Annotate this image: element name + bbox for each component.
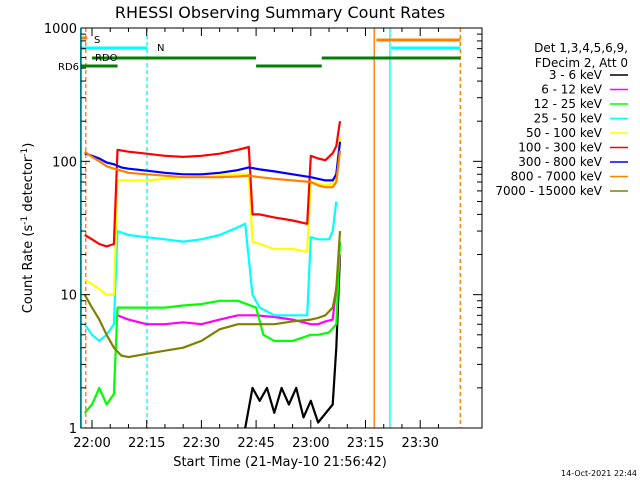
y-tick-label: 1 (69, 422, 77, 437)
legend-label: 7000 - 15000 keV (495, 184, 602, 198)
y-tick-label: 1000 (44, 22, 77, 37)
plot-frame (80, 27, 483, 429)
flag-label-rdo: RDO (95, 53, 118, 64)
legend-label: 800 - 7000 keV (511, 170, 603, 184)
instrument-state-lines (79, 28, 462, 428)
legend-label: 100 - 300 keV (518, 141, 602, 155)
series-line-4 (83, 201, 338, 342)
y-tick-label: 100 (52, 155, 77, 170)
legend-label: 25 - 50 keV (534, 112, 603, 126)
timestamp: 14-Oct-2021 22:44 (561, 469, 637, 478)
legend-header: FDecim 2, Att 0 (535, 56, 628, 70)
series-line-9 (83, 231, 342, 359)
instrument-state-flags: S N RDO RD6 (58, 35, 461, 73)
legend-label: 6 - 12 keV (541, 83, 603, 97)
x-tick-label: 23:00 (292, 436, 329, 451)
x-tick-label: 22:30 (183, 436, 220, 451)
chart-title: RHESSI Observing Summary Count Rates (115, 3, 445, 22)
series-line-8 (84, 150, 342, 189)
x-axis: 22:00 22:15 22:30 22:45 23:00 23:15 23:30 (73, 28, 439, 451)
series-layer (83, 121, 342, 429)
legend-header: Det 1,3,4,5,6,9, (534, 41, 628, 55)
legend-label: 3 - 6 keV (549, 68, 603, 82)
y-tick-label: 10 (60, 289, 77, 304)
flag-label-rd6: RD6 (58, 62, 79, 73)
x-tick-label: 23:15 (347, 436, 384, 451)
series-line-7 (84, 141, 342, 182)
series-line-1 (244, 254, 342, 429)
x-tick-label: 23:30 (401, 436, 438, 451)
legend-label: 50 - 100 keV (526, 126, 603, 140)
flag-label-s: S (94, 35, 100, 46)
legend-label: 12 - 25 keV (534, 97, 603, 111)
x-tick-label: 22:45 (237, 436, 274, 451)
x-tick-label: 22:15 (128, 436, 165, 451)
flag-label-n: N (157, 43, 164, 54)
legend-label: 300 - 800 keV (518, 155, 602, 169)
x-tick-label: 22:00 (73, 436, 110, 451)
series-line-6 (84, 121, 342, 248)
series-line-5 (84, 137, 342, 296)
series-line-2 (117, 254, 342, 326)
y-axis-label: Count Rate (s-1 detector-1) (20, 143, 36, 314)
x-axis-label: Start Time (21-May-10 21:56:42) (173, 455, 387, 470)
y-axis: 1 10 100 1000 (44, 22, 482, 437)
series-line-3 (83, 241, 342, 414)
legend: Det 1,3,4,5,6,9,FDecim 2, Att 03 - 6 keV… (495, 41, 628, 198)
